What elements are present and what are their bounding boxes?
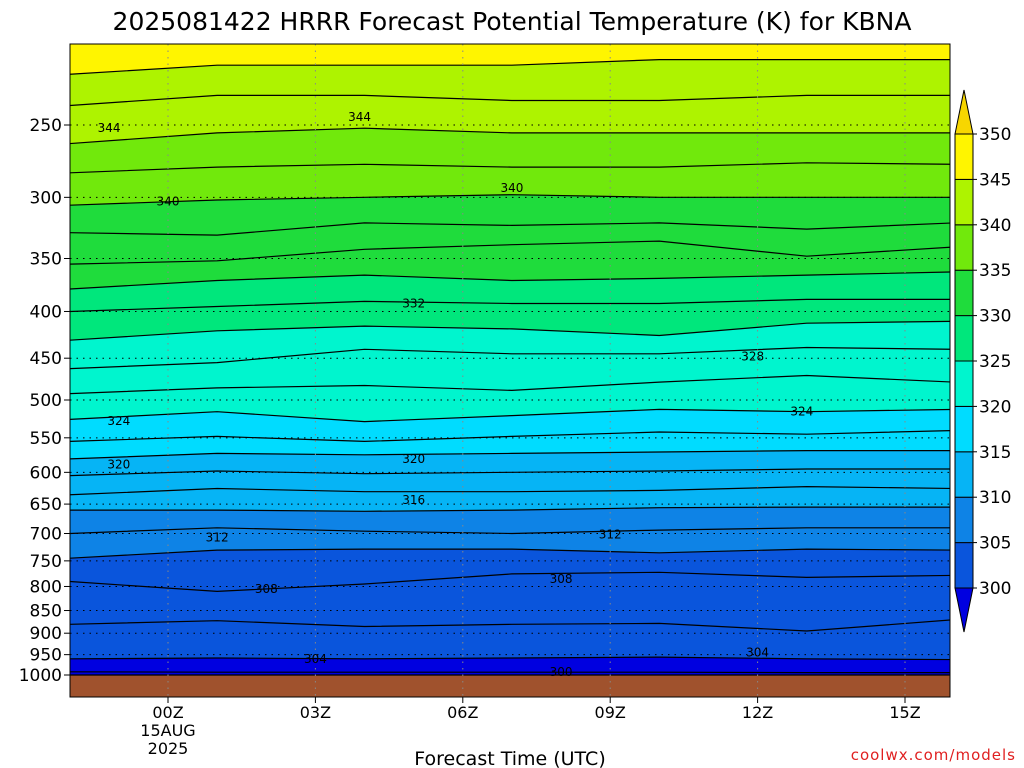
contour-line-322	[70, 430, 950, 443]
x-tick-label: 09Z	[595, 703, 626, 722]
colorbar-segment	[954, 315, 974, 362]
colorbar: 300 305 310 315 320 325 330 335 340 345 350	[954, 89, 1011, 633]
terrain	[70, 675, 950, 697]
contour-line-318	[70, 468, 950, 477]
y-tick-label: 650	[30, 495, 62, 515]
contour-line-330	[70, 320, 950, 341]
contour-line-308	[70, 571, 950, 593]
contour-label: 320	[402, 452, 425, 466]
colorbar-label: 315	[979, 443, 1011, 463]
contour-line-336	[70, 240, 950, 265]
contour-line-340	[70, 194, 950, 206]
contour-line-328	[70, 346, 950, 370]
colorbar-label: 305	[979, 534, 1011, 554]
colorbar-label: 350	[979, 125, 1011, 145]
contour-label: 328	[741, 349, 764, 363]
plot-area: 344 344 340 340 332 328 324 324 320 320 316 312 312 3…	[69, 43, 951, 698]
colorbar-label: 320	[979, 397, 1011, 417]
y-tick-label: 950	[30, 646, 62, 666]
colorbar-segment	[954, 451, 974, 498]
contour-line-348	[70, 59, 950, 75]
contour-label: 308	[255, 582, 278, 596]
x-tick-sublabel: 2025	[148, 739, 189, 758]
contour-line-346	[70, 94, 950, 107]
y-tick-label: 500	[30, 391, 62, 411]
x-tick-label: 06Z	[447, 703, 478, 722]
contour-label: 344	[348, 110, 371, 124]
colorbar-label: 300	[979, 579, 1011, 599]
colorbar-label: 335	[979, 261, 1011, 281]
y-tick-label: 350	[30, 249, 62, 269]
x-tick-label: 00Z	[152, 703, 183, 722]
colorbar-segment	[954, 224, 974, 271]
chart-title: 2025081422 HRRR Forecast Potential Tempe…	[113, 7, 912, 36]
y-tick-label: 700	[30, 524, 62, 544]
x-tick-label: 03Z	[300, 703, 331, 722]
contour-line-326	[70, 374, 950, 395]
y-tick-label: 850	[30, 602, 62, 622]
y-tick-label: 1000	[19, 666, 62, 686]
contour-line-316	[70, 485, 950, 496]
y-axis: 2503003504004505005506006507007508008509…	[19, 116, 70, 686]
y-tick-label: 550	[30, 429, 62, 449]
y-tick-label: 300	[30, 188, 62, 208]
x-tick-label: 12Z	[742, 703, 773, 722]
colorbar-extend-high	[954, 89, 974, 135]
colorbar-extend-low	[954, 587, 974, 633]
plot-frame	[69, 43, 951, 698]
contour-label: 316	[402, 493, 425, 507]
colorbar-label: 330	[979, 307, 1011, 327]
contour-line-324	[70, 408, 950, 423]
contour-label: 304	[304, 652, 327, 666]
contour-label: 304	[746, 646, 769, 660]
colorbar-label: 310	[979, 488, 1011, 508]
contour-label: 320	[107, 457, 130, 471]
colorbar-segment	[954, 405, 974, 453]
y-tick-label: 250	[30, 116, 62, 136]
contour-label: 324	[107, 414, 130, 428]
y-tick-label: 600	[30, 463, 62, 483]
y-tick-label: 400	[30, 302, 62, 322]
colorbar-segment	[954, 360, 974, 407]
contour-label: 308	[550, 572, 573, 586]
contour-line-310	[70, 548, 950, 559]
x-axis-title: Forecast Time (UTC)	[414, 748, 605, 768]
contour-label: 340	[157, 194, 180, 208]
colorbar-segment	[954, 133, 974, 180]
contour-line-342	[70, 162, 950, 174]
y-tick-label: 750	[30, 552, 62, 572]
contour-label: 300	[550, 665, 573, 679]
contour-line-304	[70, 656, 950, 661]
contour-line-338	[70, 222, 950, 236]
x-tick-sublabel: 15AUG	[140, 721, 195, 740]
colorbar-label: 340	[979, 216, 1011, 236]
contour-label: 344	[98, 121, 121, 135]
y-tick-label: 800	[30, 577, 62, 597]
contour-line-332	[70, 298, 950, 313]
colorbar-segment	[954, 269, 974, 317]
credit-text: coolwx.com/models	[851, 746, 1016, 764]
colorbar-label: 325	[979, 352, 1011, 372]
colorbar-segment	[954, 496, 974, 544]
contour-label: 312	[599, 528, 622, 542]
contour-line-302	[70, 671, 950, 674]
contour-line-312	[70, 527, 950, 535]
y-tick-label: 900	[30, 624, 62, 644]
contour-label: 332	[402, 296, 425, 310]
colorbar-segment	[954, 178, 974, 226]
colorbar-segment	[954, 542, 974, 589]
y-tick-label: 450	[30, 349, 62, 369]
plot-clip-group: 344 344 340 340 332 328 324 324 320 320 316 312 312 3…	[70, 44, 950, 697]
contour-label: 340	[500, 181, 523, 195]
contour-label: 312	[206, 530, 229, 544]
colorbar-label: 345	[979, 170, 1011, 190]
contour-line-344	[70, 127, 950, 145]
contour-line-320	[70, 450, 950, 460]
contour-line-314	[70, 506, 950, 512]
x-tick-label: 15Z	[889, 703, 920, 722]
contour-label: 324	[790, 405, 813, 419]
